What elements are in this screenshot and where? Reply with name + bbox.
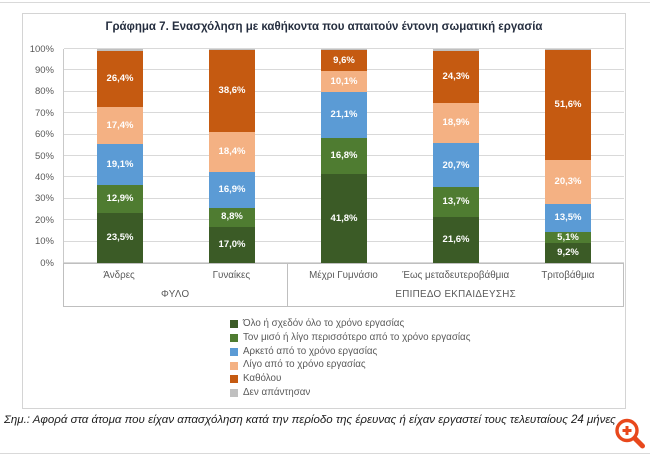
- y-tick-label: 10%: [34, 235, 54, 247]
- bar-segment: 38,6%: [209, 49, 255, 133]
- legend-item: Λίγο από το χρόνο εργασίας: [230, 360, 470, 371]
- legend-swatch: [230, 375, 238, 384]
- chart-container: Γράφημα 7. Ενασχόληση με καθήκοντα που α…: [22, 13, 626, 409]
- y-tick-label: 80%: [34, 86, 54, 98]
- bar-segment: 9,6%: [321, 50, 367, 71]
- legend-item: Καθόλου: [230, 373, 470, 385]
- axis-group-separator: [623, 264, 624, 306]
- bar-segment: 10,1%: [321, 70, 367, 93]
- bar-slot: 9,2% 5,1% 13,5% 20,3% 51,6%: [512, 49, 624, 263]
- bar-segment: 24,3%: [433, 50, 479, 103]
- axis-group-separator: [63, 264, 64, 306]
- chart-legend: Όλο ή σχεδόν όλο το χρόνο εργασίας Τον μι…: [230, 318, 471, 402]
- bar-segment: [321, 49, 367, 51]
- axis-group-separator: [287, 264, 289, 306]
- bar-slot: 23,5% 12,9% 19,1% 17,4% 26,4%: [64, 49, 176, 263]
- bar-segment: 20,3%: [545, 160, 591, 204]
- legend-label: Αρκετό από το χρόνο εργασίας: [243, 345, 378, 357]
- plot-area: 23,5% 12,9% 19,1% 17,4% 26,4% 17,0% 8,8% 16,9% 1…: [63, 48, 624, 263]
- legend-item: Όλο ή σχεδόν όλο το χρόνο εργασίας: [230, 318, 470, 330]
- bar-segment: 17,4%: [97, 107, 143, 145]
- zoom-in-icon[interactable]: [613, 417, 648, 452]
- zoom-in-magnifier-glyph: [615, 418, 645, 449]
- bar-slot: 41,8% 16,8% 21,1% 10,1% 9,6%: [288, 49, 400, 263]
- y-tick-label: 30%: [34, 193, 54, 205]
- y-tick-label: 0%: [40, 257, 54, 269]
- legend-swatch: [230, 361, 238, 370]
- bar-segment: 16,9%: [209, 171, 255, 208]
- bar-segment: 16,8%: [321, 137, 367, 174]
- x-category-label: Μέχρι Γυμνάσιο: [309, 270, 378, 281]
- legend-swatch: [230, 389, 238, 398]
- legend-swatch: [230, 334, 238, 343]
- x-category-label: Γυναίκες: [212, 270, 251, 281]
- bar-segment: 9,2%: [545, 243, 591, 263]
- legend-label: Λίγο από το χρόνο εργασίας: [243, 359, 366, 371]
- stacked-bar: 9,2% 5,1% 13,5% 20,3% 51,6%: [545, 49, 591, 263]
- y-tick-label: 90%: [34, 64, 54, 76]
- x-axis-area: Άνδρες Γυναίκες Μέχρι Γυμνάσιο Έως μεταδευτ…: [63, 263, 624, 307]
- x-category-label: Έως μεταδευτεροβάθμια: [402, 270, 510, 281]
- legend-swatch: [230, 347, 238, 356]
- chart-footnote: Σημ.: Αφορά στα άτομα που είχαν απασχόλη…: [4, 414, 616, 426]
- bar-segment: 19,1%: [97, 144, 143, 186]
- x-category-label: Τριτοβάθμια: [541, 270, 595, 281]
- bar-segment: 41,8%: [321, 173, 367, 263]
- legend-item: Δεν απάντησαν: [230, 386, 470, 399]
- stacked-bar: 41,8% 16,8% 21,1% 10,1% 9,6%: [321, 49, 367, 263]
- bar-segment: 21,1%: [321, 92, 367, 138]
- y-tick-label: 100%: [29, 43, 54, 55]
- bar-segment: [433, 49, 479, 51]
- legend-item: Αρκετό από το χρόνο εργασίας: [230, 345, 470, 358]
- x-category-label: Άνδρες: [103, 270, 135, 281]
- x-group-label: ΦΥΛΟ: [160, 289, 190, 300]
- bar-segment: [209, 49, 255, 50]
- y-tick-label: 40%: [34, 171, 54, 183]
- x-axis-category-row: Άνδρες Γυναίκες Μέχρι Γυμνάσιο Έως μεταδευτ…: [63, 264, 624, 286]
- page-top-border: [0, 2, 650, 3]
- stacked-bar: 17,0% 8,8% 16,9% 18,4% 38,6%: [209, 49, 255, 263]
- bar-segment: [97, 49, 143, 51]
- bar-segment: 13,5%: [545, 203, 591, 233]
- gridline: [64, 48, 624, 49]
- bar-segment: 21,6%: [433, 216, 479, 263]
- y-tick-label: 20%: [34, 214, 54, 226]
- bar-slot: 17,0% 8,8% 16,9% 18,4% 38,6%: [176, 49, 288, 263]
- bar-segment: 20,7%: [433, 143, 479, 188]
- page-bottom-border: [0, 453, 650, 454]
- legend-label: Όλο ή σχεδόν όλο το χρόνο εργασίας: [243, 318, 405, 329]
- chart-title: Γράφημα 7. Ενασχόληση με καθήκοντα που α…: [105, 21, 543, 33]
- y-tick-label: 70%: [34, 107, 54, 119]
- legend-label: Δεν απάντησαν: [243, 386, 311, 398]
- x-axis-group-row: ΦΥΛΟ ΕΠΙΠΕΔΟ ΕΚΠΑΙΔΕΥΣΗΣ: [63, 286, 624, 307]
- bar-segment: 26,4%: [97, 50, 143, 108]
- legend-item: Τον μισό ή λίγο περισσότερο από το χρόνο…: [230, 331, 471, 344]
- y-tick-label: 60%: [34, 128, 54, 140]
- legend-label: Τον μισό ή λίγο περισσότερο από το χρόνο…: [243, 331, 471, 343]
- bar-segment: 18,9%: [433, 102, 479, 144]
- bar-segment: 8,8%: [209, 207, 255, 227]
- stacked-bar: 21,6% 13,7% 20,7% 18,9% 24,3%: [433, 49, 479, 263]
- y-axis-tick-labels: 0% 10% 20% 30% 40% 50% 60% 70% 80% 90% 100%: [23, 44, 58, 267]
- bar-slot: 21,6% 13,7% 20,7% 18,9% 24,3%: [400, 49, 512, 263]
- bar-segment: 17,0%: [209, 226, 255, 263]
- bar-segment: 13,7%: [433, 187, 479, 217]
- bar-segment: [545, 49, 591, 50]
- bar-segment: 12,9%: [97, 185, 143, 213]
- bar-segment: 51,6%: [545, 49, 591, 161]
- bar-segment: 5,1%: [545, 232, 591, 244]
- legend-label: Καθόλου: [243, 373, 282, 385]
- legend-swatch: [230, 320, 238, 329]
- bar-segment: 23,5%: [97, 212, 143, 263]
- stacked-bar: 23,5% 12,9% 19,1% 17,4% 26,4%: [97, 49, 143, 263]
- x-group-label: ΕΠΙΠΕΔΟ ΕΚΠΑΙΔΕΥΣΗΣ: [395, 289, 516, 300]
- y-tick-label: 50%: [34, 150, 54, 162]
- bar-segment: 18,4%: [209, 132, 255, 172]
